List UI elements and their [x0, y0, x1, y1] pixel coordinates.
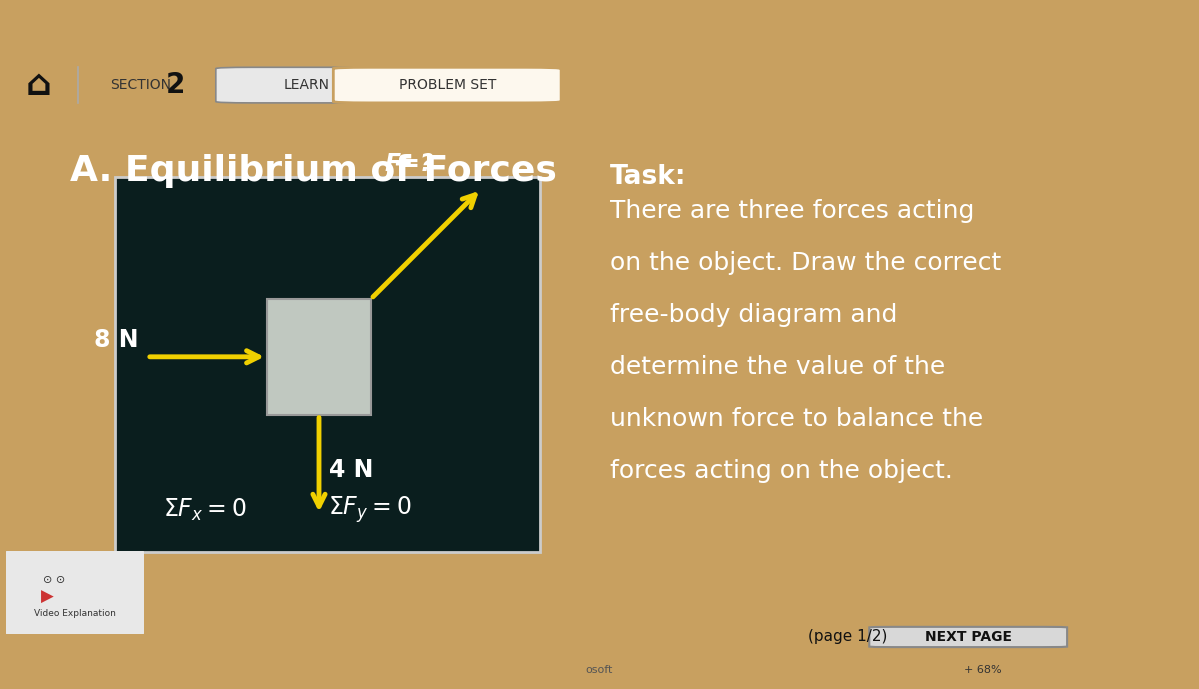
Text: 2: 2 [165, 71, 185, 99]
Text: A. Equilibrium of Forces: A. Equilibrium of Forces [70, 154, 556, 188]
Text: NEXT PAGE: NEXT PAGE [926, 630, 1012, 644]
Text: on the object. Draw the correct: on the object. Draw the correct [610, 251, 1001, 275]
Bar [267, 299, 370, 415]
FancyBboxPatch shape [869, 627, 1067, 647]
Bar [115, 177, 540, 552]
Text: F=?: F=? [385, 152, 434, 176]
Text: There are three forces acting: There are three forces acting [610, 199, 975, 223]
Text: 4 N: 4 N [329, 457, 373, 482]
Text: forces acting on the object.: forces acting on the object. [610, 459, 953, 483]
Text: determine the value of the: determine the value of the [610, 355, 945, 379]
Text: PROBLEM SET: PROBLEM SET [398, 78, 496, 92]
Text: ▶: ▶ [41, 588, 53, 606]
FancyBboxPatch shape [4, 550, 146, 635]
Text: 8 N: 8 N [95, 328, 139, 352]
Text: free-body diagram and: free-body diagram and [610, 303, 897, 327]
Text: Task:: Task: [610, 164, 687, 190]
Text: + 68%: + 68% [964, 665, 1002, 675]
Text: ⊙ ⊙: ⊙ ⊙ [43, 575, 66, 585]
Text: LEARN: LEARN [284, 78, 330, 92]
FancyBboxPatch shape [216, 68, 398, 103]
Text: ⌂: ⌂ [25, 68, 52, 102]
Text: Video Explanation: Video Explanation [34, 608, 116, 618]
Text: unknown force to balance the: unknown force to balance the [610, 407, 983, 431]
Text: $\Sigma F_x = 0$: $\Sigma F_x = 0$ [163, 497, 247, 523]
Text: SECTION: SECTION [110, 78, 171, 92]
FancyBboxPatch shape [333, 68, 561, 103]
Text: $\Sigma F_y = 0$: $\Sigma F_y = 0$ [329, 494, 411, 525]
Text: (page 1/2): (page 1/2) [808, 630, 887, 644]
Text: osoft: osoft [586, 665, 613, 675]
